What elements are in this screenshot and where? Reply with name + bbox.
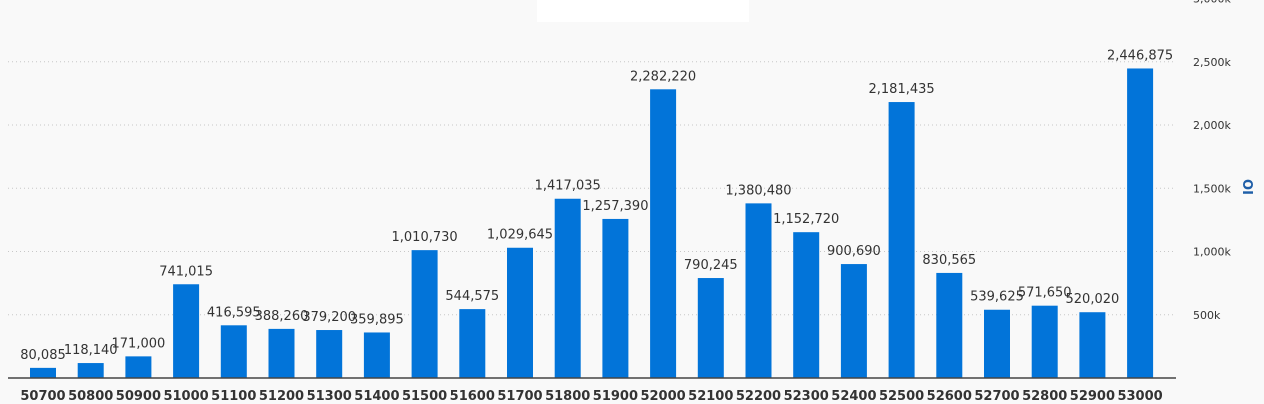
x-tick-label: 51800 bbox=[545, 389, 590, 404]
bar[interactable] bbox=[173, 284, 200, 378]
bar-value-label: 80,085 bbox=[20, 348, 66, 363]
bar[interactable] bbox=[745, 203, 772, 378]
bars-layer bbox=[30, 68, 1154, 379]
bar-value-label: 571,650 bbox=[1018, 286, 1072, 301]
x-tick-label: 52700 bbox=[974, 389, 1019, 404]
bar-value-label: 1,380,480 bbox=[725, 183, 791, 198]
bar-value-label: 388,260 bbox=[255, 309, 309, 324]
x-tick-label: 52100 bbox=[688, 389, 733, 404]
x-tick-label: 50900 bbox=[116, 389, 161, 404]
bar[interactable] bbox=[793, 232, 820, 378]
chart-header-box bbox=[537, 0, 749, 22]
x-axis-ticks: 50700 50800 50900 51000 51100 51200 51300 51400… bbox=[20, 389, 1162, 404]
y-tick-label: 2,500k bbox=[1193, 56, 1231, 69]
bar[interactable] bbox=[840, 264, 867, 378]
bar-value-label: 1,257,390 bbox=[582, 199, 648, 214]
x-tick-label: 50700 bbox=[20, 389, 65, 404]
bar-value-label: 520,020 bbox=[1066, 292, 1120, 307]
bar[interactable] bbox=[1079, 312, 1106, 378]
bar-value-label: 118,140 bbox=[64, 343, 118, 358]
bar-value-label: 2,282,220 bbox=[630, 69, 696, 84]
bar[interactable] bbox=[125, 356, 152, 378]
bar[interactable] bbox=[268, 328, 295, 378]
bar[interactable] bbox=[554, 198, 581, 378]
bar-value-label: 359,895 bbox=[350, 312, 404, 327]
x-tick-label: 52000 bbox=[640, 389, 685, 404]
bar-value-label: 790,245 bbox=[684, 258, 738, 273]
y-axis-title: OI bbox=[1239, 179, 1254, 195]
bar[interactable] bbox=[650, 89, 677, 379]
x-tick-label: 51900 bbox=[593, 389, 638, 404]
bar[interactable] bbox=[363, 332, 390, 378]
bar-value-label: 539,625 bbox=[970, 290, 1024, 305]
bar[interactable] bbox=[220, 325, 247, 378]
bar[interactable] bbox=[77, 363, 104, 378]
bar-value-label: 1,152,720 bbox=[773, 212, 839, 227]
x-tick-label: 51700 bbox=[497, 389, 542, 404]
bar-value-label: 830,565 bbox=[922, 253, 976, 268]
x-tick-label: 51100 bbox=[211, 389, 256, 404]
bar[interactable] bbox=[507, 247, 533, 378]
bar[interactable] bbox=[1127, 68, 1154, 379]
bar[interactable] bbox=[316, 330, 343, 378]
bar-value-label: 1,029,645 bbox=[487, 228, 553, 243]
bar-value-label: 1,417,035 bbox=[535, 179, 601, 194]
bar-value-label: 416,595 bbox=[207, 305, 261, 320]
grid-layer bbox=[8, 61, 1176, 316]
x-tick-label: 51000 bbox=[163, 389, 208, 404]
bar[interactable] bbox=[936, 272, 963, 378]
bar-value-label: 2,181,435 bbox=[869, 82, 935, 97]
x-tick-label: 51300 bbox=[307, 389, 352, 404]
x-tick-label: 52500 bbox=[879, 389, 924, 404]
x-tick-label: 51200 bbox=[259, 389, 304, 404]
bar[interactable] bbox=[459, 309, 486, 378]
bar[interactable] bbox=[602, 218, 629, 378]
x-tick-label: 52600 bbox=[927, 389, 972, 404]
x-tick-label: 52400 bbox=[831, 389, 876, 404]
x-tick-label: 52900 bbox=[1070, 389, 1115, 404]
x-tick-label: 51500 bbox=[402, 389, 447, 404]
y-tick-label: 500k bbox=[1193, 309, 1221, 322]
bar-value-label: 1,010,730 bbox=[392, 230, 458, 245]
bar[interactable] bbox=[1031, 305, 1058, 378]
bar-value-label: 379,200 bbox=[302, 310, 356, 325]
x-tick-label: 53000 bbox=[1117, 389, 1162, 404]
x-tick-label: 51400 bbox=[354, 389, 399, 404]
bar-value-label: 741,015 bbox=[159, 264, 213, 279]
bar[interactable] bbox=[411, 250, 438, 378]
bar[interactable] bbox=[30, 367, 56, 378]
bar-value-label: 2,446,875 bbox=[1107, 48, 1173, 63]
bar[interactable] bbox=[697, 278, 724, 378]
x-tick-label: 52300 bbox=[784, 389, 829, 404]
bar[interactable] bbox=[888, 102, 915, 379]
y-tick-label: 3,000k bbox=[1193, 0, 1231, 6]
x-tick-label: 52200 bbox=[736, 389, 781, 404]
bar-value-label: 171,000 bbox=[112, 336, 166, 351]
x-tick-label: 52800 bbox=[1022, 389, 1067, 404]
x-tick-label: 51600 bbox=[450, 389, 495, 404]
bar[interactable] bbox=[984, 309, 1010, 378]
y-tick-label: 1,000k bbox=[1193, 246, 1231, 259]
x-tick-label: 50800 bbox=[68, 389, 113, 404]
y-tick-label: 2,000k bbox=[1193, 119, 1231, 132]
bar-value-label: 900,690 bbox=[827, 244, 881, 259]
bar-value-label: 544,575 bbox=[445, 289, 499, 304]
y-axis-ticks: 500k 1,000k 1,500k 2,000k 2,500k 3,000k bbox=[1193, 0, 1231, 322]
y-tick-label: 1,500k bbox=[1193, 182, 1231, 195]
